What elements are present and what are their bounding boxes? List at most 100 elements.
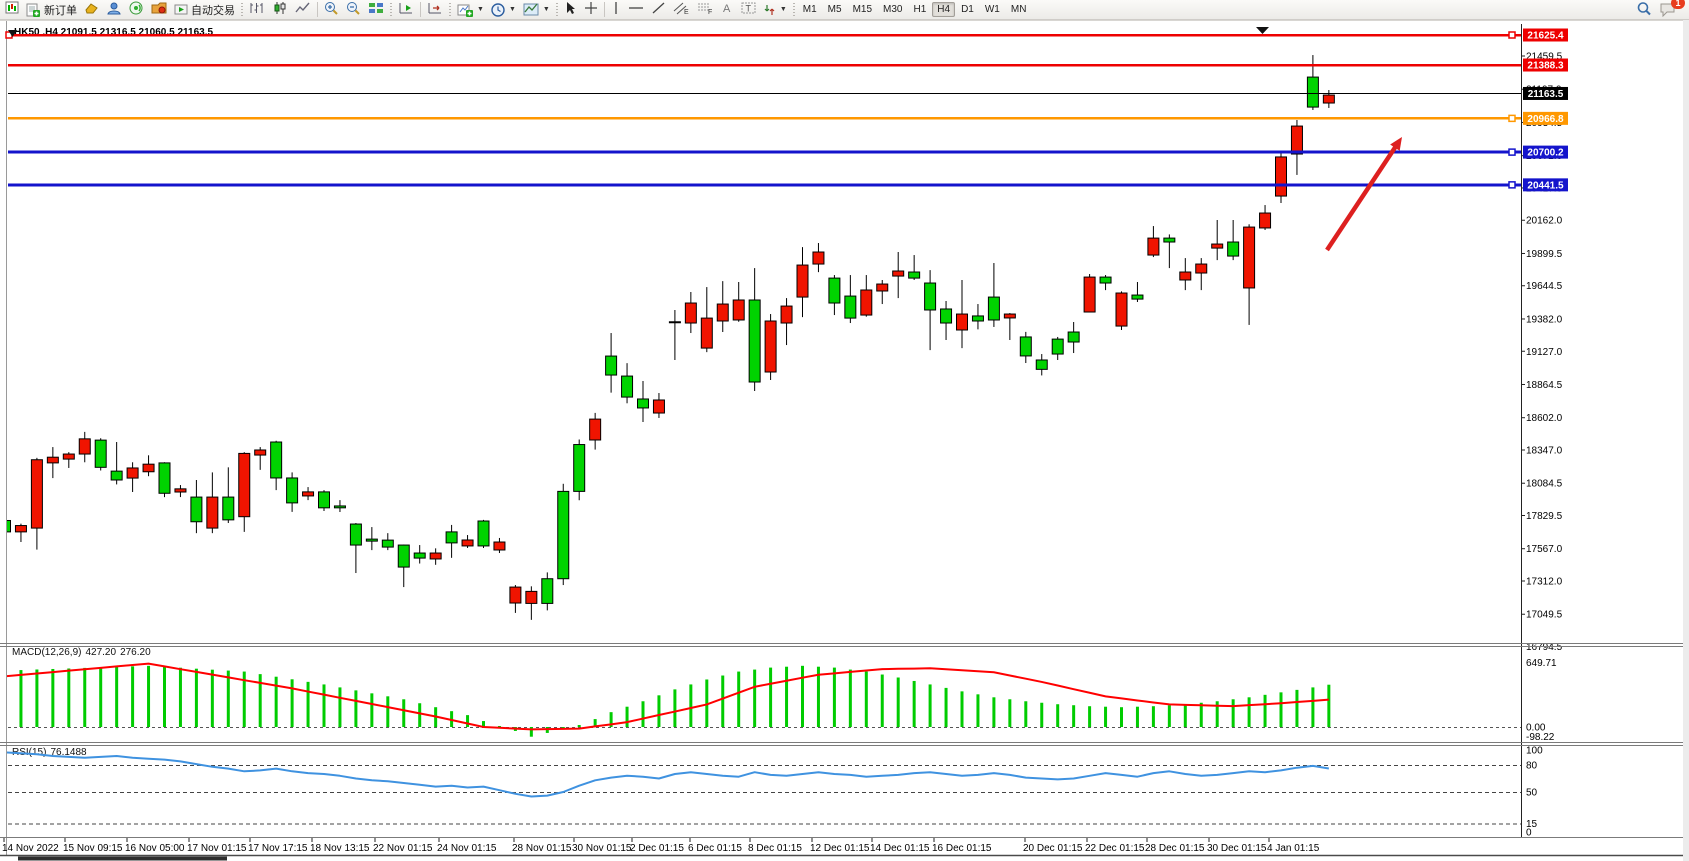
hline-right-handle[interactable]: [1508, 181, 1516, 189]
market-icon[interactable]: [148, 1, 170, 18]
candle: [525, 586, 538, 620]
price-badge-text: 21625.4: [1527, 31, 1564, 42]
rsi-indicator-label: RSI(15) 76.1488: [12, 747, 91, 758]
crosshair-button[interactable]: [581, 1, 601, 18]
price-tick-label: 18864.5: [1526, 380, 1563, 391]
timeframe-button-M30[interactable]: M30: [883, 4, 903, 15]
trend-arrow-annotation[interactable]: [1325, 144, 1399, 252]
notifications-button[interactable]: 1: [1656, 0, 1685, 18]
candle: [1275, 153, 1287, 204]
macd-histogram-bar: [1104, 706, 1108, 727]
timeframe-button-M5[interactable]: M5: [827, 4, 842, 15]
chart-shift-button[interactable]: [424, 1, 446, 18]
zoom-in-button[interactable]: [321, 1, 342, 18]
price-badge: 20441.5: [1523, 178, 1568, 192]
rsi-axis-label: 100: [1526, 746, 1543, 757]
timeframe-button-H1[interactable]: H1: [913, 4, 927, 15]
equidistant-channel-button[interactable]: E: [670, 1, 693, 18]
macd-name: MACD(12,26,9): [12, 647, 82, 658]
auto-trading-button[interactable]: 自动交易: [171, 1, 238, 18]
time-axis-label: 8 Dec 01:15: [748, 843, 802, 854]
window-edge-strip: [1683, 20, 1689, 861]
candle: [493, 537, 506, 554]
candle-body: [413, 552, 426, 559]
chart-shift-marker-icon[interactable]: [1256, 27, 1269, 34]
candle-body: [605, 355, 618, 376]
community-icon[interactable]: [103, 1, 125, 18]
candle: [844, 275, 857, 324]
timeframe-button-D1[interactable]: D1: [961, 4, 974, 15]
text-button[interactable]: A: [718, 1, 737, 18]
chevron-down-icon: ▼: [477, 6, 484, 13]
candle: [1243, 224, 1256, 325]
toolbar-grip: [449, 2, 451, 17]
rsi-name: RSI(15): [12, 747, 47, 758]
new-order-button[interactable]: 新订单: [23, 1, 80, 18]
time-axis-label: 15 Nov 09:15: [63, 843, 123, 854]
macd-histogram-bar: [960, 691, 964, 727]
timeframe-button-M15[interactable]: M15: [852, 4, 873, 15]
new-chart-button[interactable]: ▼: [454, 1, 487, 18]
macd-histogram-bar: [832, 667, 836, 727]
timeframe-group: M1 M5 M15 M30 H1 H4 D1 W1 MN: [798, 2, 1032, 17]
timeframe-button-MN[interactable]: MN: [1010, 4, 1027, 15]
signals-icon[interactable]: [126, 1, 147, 18]
search-icon[interactable]: [1633, 1, 1655, 18]
macd-histogram-bar: [1008, 699, 1012, 727]
macd-histogram-bar: [625, 706, 629, 727]
macd-histogram-bar: [593, 719, 597, 727]
symbol-dropdown-icon[interactable]: [8, 30, 17, 37]
candle: [1035, 354, 1048, 376]
scrollbar-thumb[interactable]: [18, 856, 227, 861]
candle: [46, 447, 59, 479]
auto-scroll-button[interactable]: [395, 1, 417, 18]
zoom-out-button[interactable]: [343, 1, 364, 18]
macd-histogram-bar: [689, 684, 693, 727]
candle: [971, 304, 984, 330]
candle-body: [589, 418, 602, 441]
vertical-line-button[interactable]: [608, 1, 624, 18]
price-tick-label: 17829.5: [1526, 511, 1563, 522]
candle: [1163, 234, 1176, 269]
macd-histogram-bar: [19, 670, 23, 727]
macd-histogram-bar: [1199, 702, 1203, 727]
candle-body: [142, 463, 155, 473]
quotes-icon[interactable]: [81, 1, 102, 18]
candle-body: [796, 264, 809, 298]
hline-right-handle[interactable]: [1508, 114, 1516, 123]
timeframe-button-H4[interactable]: H4: [932, 2, 956, 17]
candle-body: [158, 462, 171, 494]
candle: [238, 452, 251, 532]
time-axis-label: 30 Dec 01:15: [1207, 843, 1267, 854]
candle: [956, 279, 968, 349]
macd-histogram-bar: [785, 666, 789, 727]
trendline-button[interactable]: [648, 1, 669, 18]
cursor-button[interactable]: [561, 1, 580, 18]
clock-icon: [491, 2, 505, 17]
price-tick-label: 18602.0: [1526, 413, 1563, 424]
fibonacci-button[interactable]: F: [694, 1, 717, 18]
text-label-button[interactable]: T: [738, 1, 759, 18]
timeframe-button-M1[interactable]: M1: [802, 4, 817, 15]
time-axis-label: 14 Nov 2022: [2, 843, 59, 854]
line-chart-button[interactable]: [292, 1, 314, 18]
period-button[interactable]: ▼: [488, 1, 519, 18]
tile-windows-button[interactable]: [365, 1, 387, 18]
templates-button[interactable]: ▼: [520, 1, 553, 18]
time-axis-label: 16 Nov 05:00: [125, 843, 185, 854]
hline-right-handle[interactable]: [1508, 31, 1516, 39]
toolbar-separator: [420, 2, 421, 17]
macd-histogram-bar: [641, 701, 645, 727]
candle-body: [7, 519, 11, 533]
horizontal-line-button[interactable]: [625, 1, 647, 18]
price-badge-bg: [1523, 178, 1568, 192]
candle-chart-button[interactable]: [269, 1, 291, 18]
price-badge: 21625.4: [1523, 28, 1568, 42]
candle: [349, 523, 362, 574]
arrows-button[interactable]: ▼: [760, 1, 790, 18]
time-axis-label: 14 Dec 01:15: [870, 843, 930, 854]
hline-right-handle[interactable]: [1508, 148, 1516, 156]
bar-chart-button[interactable]: [246, 1, 268, 18]
timeframe-button-W1[interactable]: W1: [984, 4, 1000, 15]
